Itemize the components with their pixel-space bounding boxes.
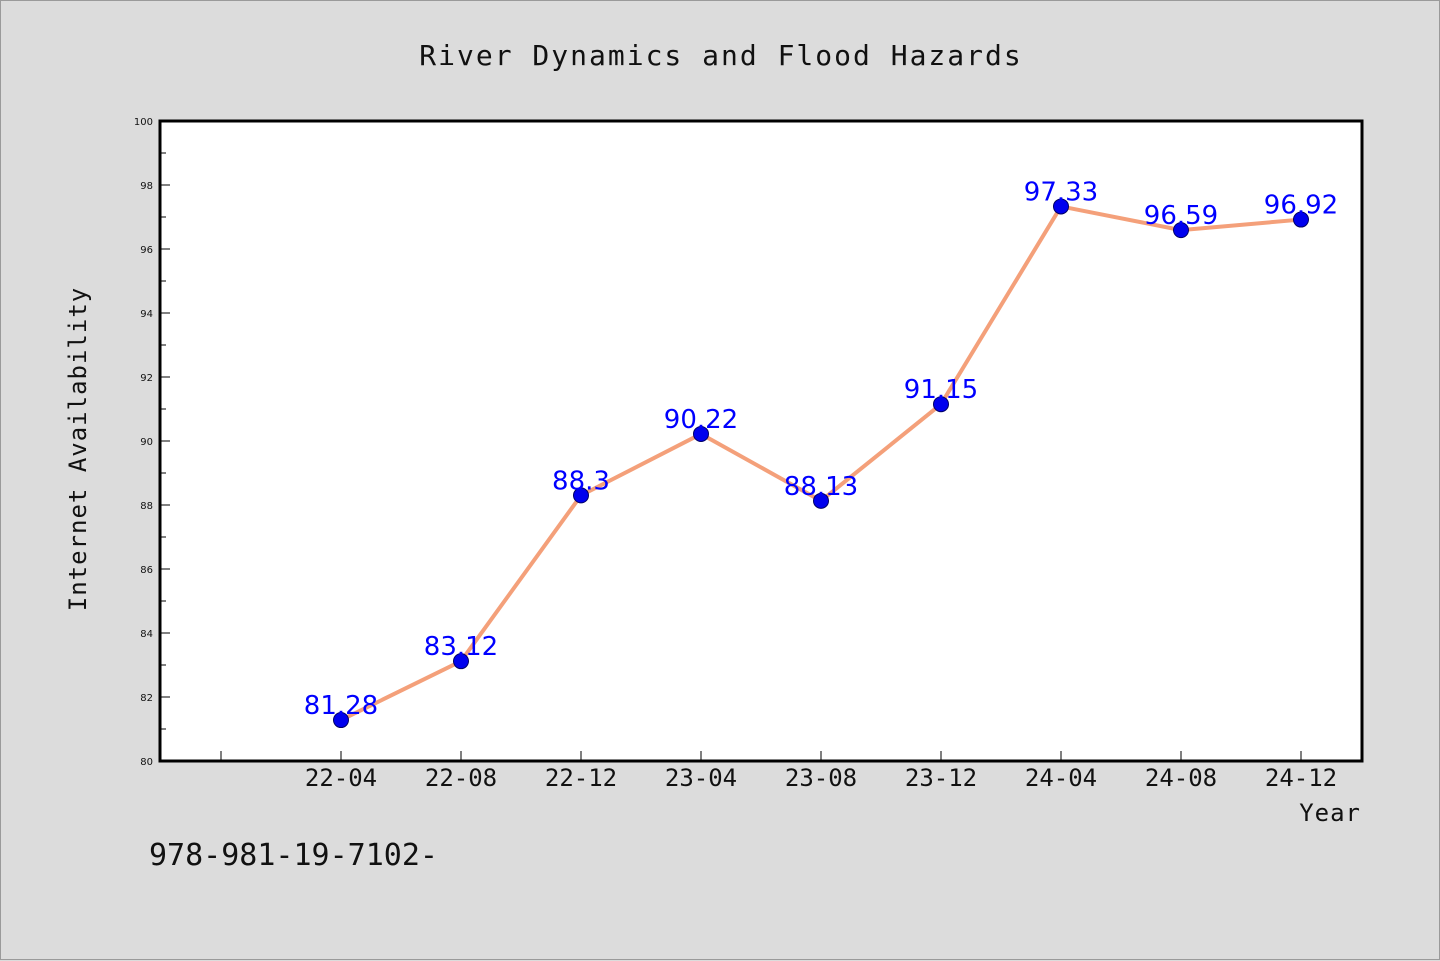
data-label: 81.28 [304, 691, 378, 721]
x-tick-label: 23-04 [665, 764, 737, 792]
y-tick-label: 98 [140, 181, 153, 192]
data-label: 97.33 [1024, 177, 1098, 207]
y-tick-label: 90 [140, 437, 153, 448]
data-point [693, 425, 709, 442]
y-tick-label: 88 [140, 501, 153, 512]
x-tick-label: 24-12 [1265, 764, 1337, 792]
data-label: 96.59 [1144, 201, 1218, 231]
data-label: 88.13 [784, 472, 858, 502]
x-tick-label: 22-12 [545, 764, 617, 792]
data-label: 88.3 [552, 466, 610, 496]
y-tick-label: 86 [140, 565, 153, 576]
y-tick-label: 80 [140, 757, 153, 768]
x-tick-label: 24-08 [1145, 764, 1217, 792]
y-tick-label: 94 [140, 309, 153, 320]
data-label: 90.22 [664, 405, 738, 435]
x-axis-label: Year [1299, 799, 1361, 827]
data-point [333, 712, 349, 729]
x-tick-label: 23-12 [905, 764, 977, 792]
data-point [573, 487, 589, 504]
x-tick-label: 23-08 [785, 764, 857, 792]
chart-title: River Dynamics and Flood Hazards [419, 39, 1022, 72]
data-point [933, 396, 949, 413]
x-tick-label: 22-04 [305, 764, 377, 792]
x-tick-label: 22-08 [425, 764, 497, 792]
data-label: 83.12 [424, 632, 498, 662]
y-tick-label: 82 [140, 693, 153, 704]
data-label: 91.15 [904, 375, 978, 405]
y-axis-label: Internet Availability [64, 287, 92, 611]
y-tick-label: 100 [134, 117, 153, 128]
footer-text: 978-981-19-7102- [149, 838, 438, 873]
data-point [1173, 222, 1189, 239]
y-tick-label: 96 [140, 245, 153, 256]
y-tick-label: 92 [140, 373, 153, 384]
data-point [1293, 211, 1309, 228]
x-axis: 22-04 22-08 22-12 23-04 23-08 23-12 24-04 24-08… [220, 751, 1337, 792]
y-axis: 80 82 84 86 88 90 92 94 96 98 100 [134, 117, 170, 768]
data-point [1053, 198, 1069, 215]
data-point [453, 653, 469, 670]
data-label: 96.92 [1264, 191, 1338, 221]
x-tick-label: 24-04 [1025, 764, 1097, 792]
series-group [333, 198, 1309, 729]
y-tick-label: 84 [140, 629, 153, 640]
data-labels: 81.28 83.12 88.3 90.22 88.13 91.15 97.33 96.59 9… [304, 177, 1338, 721]
data-point [813, 492, 829, 509]
